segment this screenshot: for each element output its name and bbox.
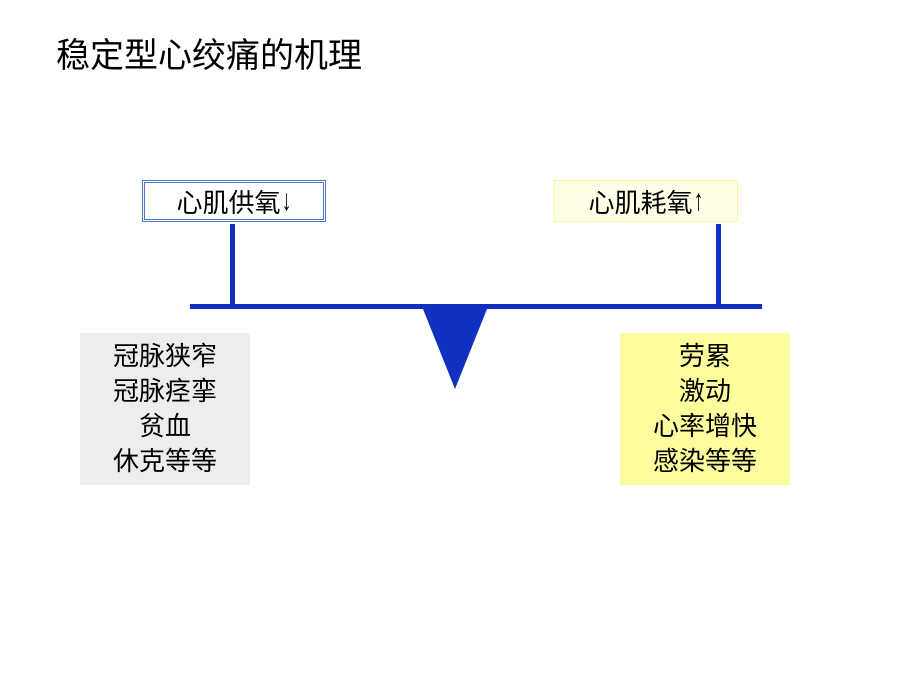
cause-line: 劳累 <box>630 339 780 374</box>
supply-box: 心肌供氧 ↓ <box>142 180 326 222</box>
cause-line: 休克等等 <box>90 444 240 479</box>
stem-right <box>716 224 721 304</box>
cause-line: 冠脉狭窄 <box>90 339 240 374</box>
demand-causes: 劳累 激动 心率增快 感染等等 <box>620 333 790 485</box>
cause-line: 冠脉痉挛 <box>90 374 240 409</box>
supply-label: 心肌供氧 <box>176 183 280 220</box>
stem-left <box>230 224 235 304</box>
demand-box: 心肌耗氧 ↑ <box>554 180 738 222</box>
page-title: 稳定型心绞痛的机理 <box>56 28 362 77</box>
up-arrow-icon: ↑ <box>694 184 704 219</box>
cause-line: 贫血 <box>90 409 240 444</box>
demand-label: 心肌耗氧 <box>588 183 692 220</box>
supply-causes: 冠脉狭窄 冠脉痉挛 贫血 休克等等 <box>80 333 250 485</box>
cause-line: 心率增快 <box>630 409 780 444</box>
cause-line: 感染等等 <box>630 444 780 479</box>
fulcrum-icon <box>423 309 487 389</box>
down-arrow-icon: ↓ <box>282 184 292 219</box>
cause-line: 激动 <box>630 374 780 409</box>
